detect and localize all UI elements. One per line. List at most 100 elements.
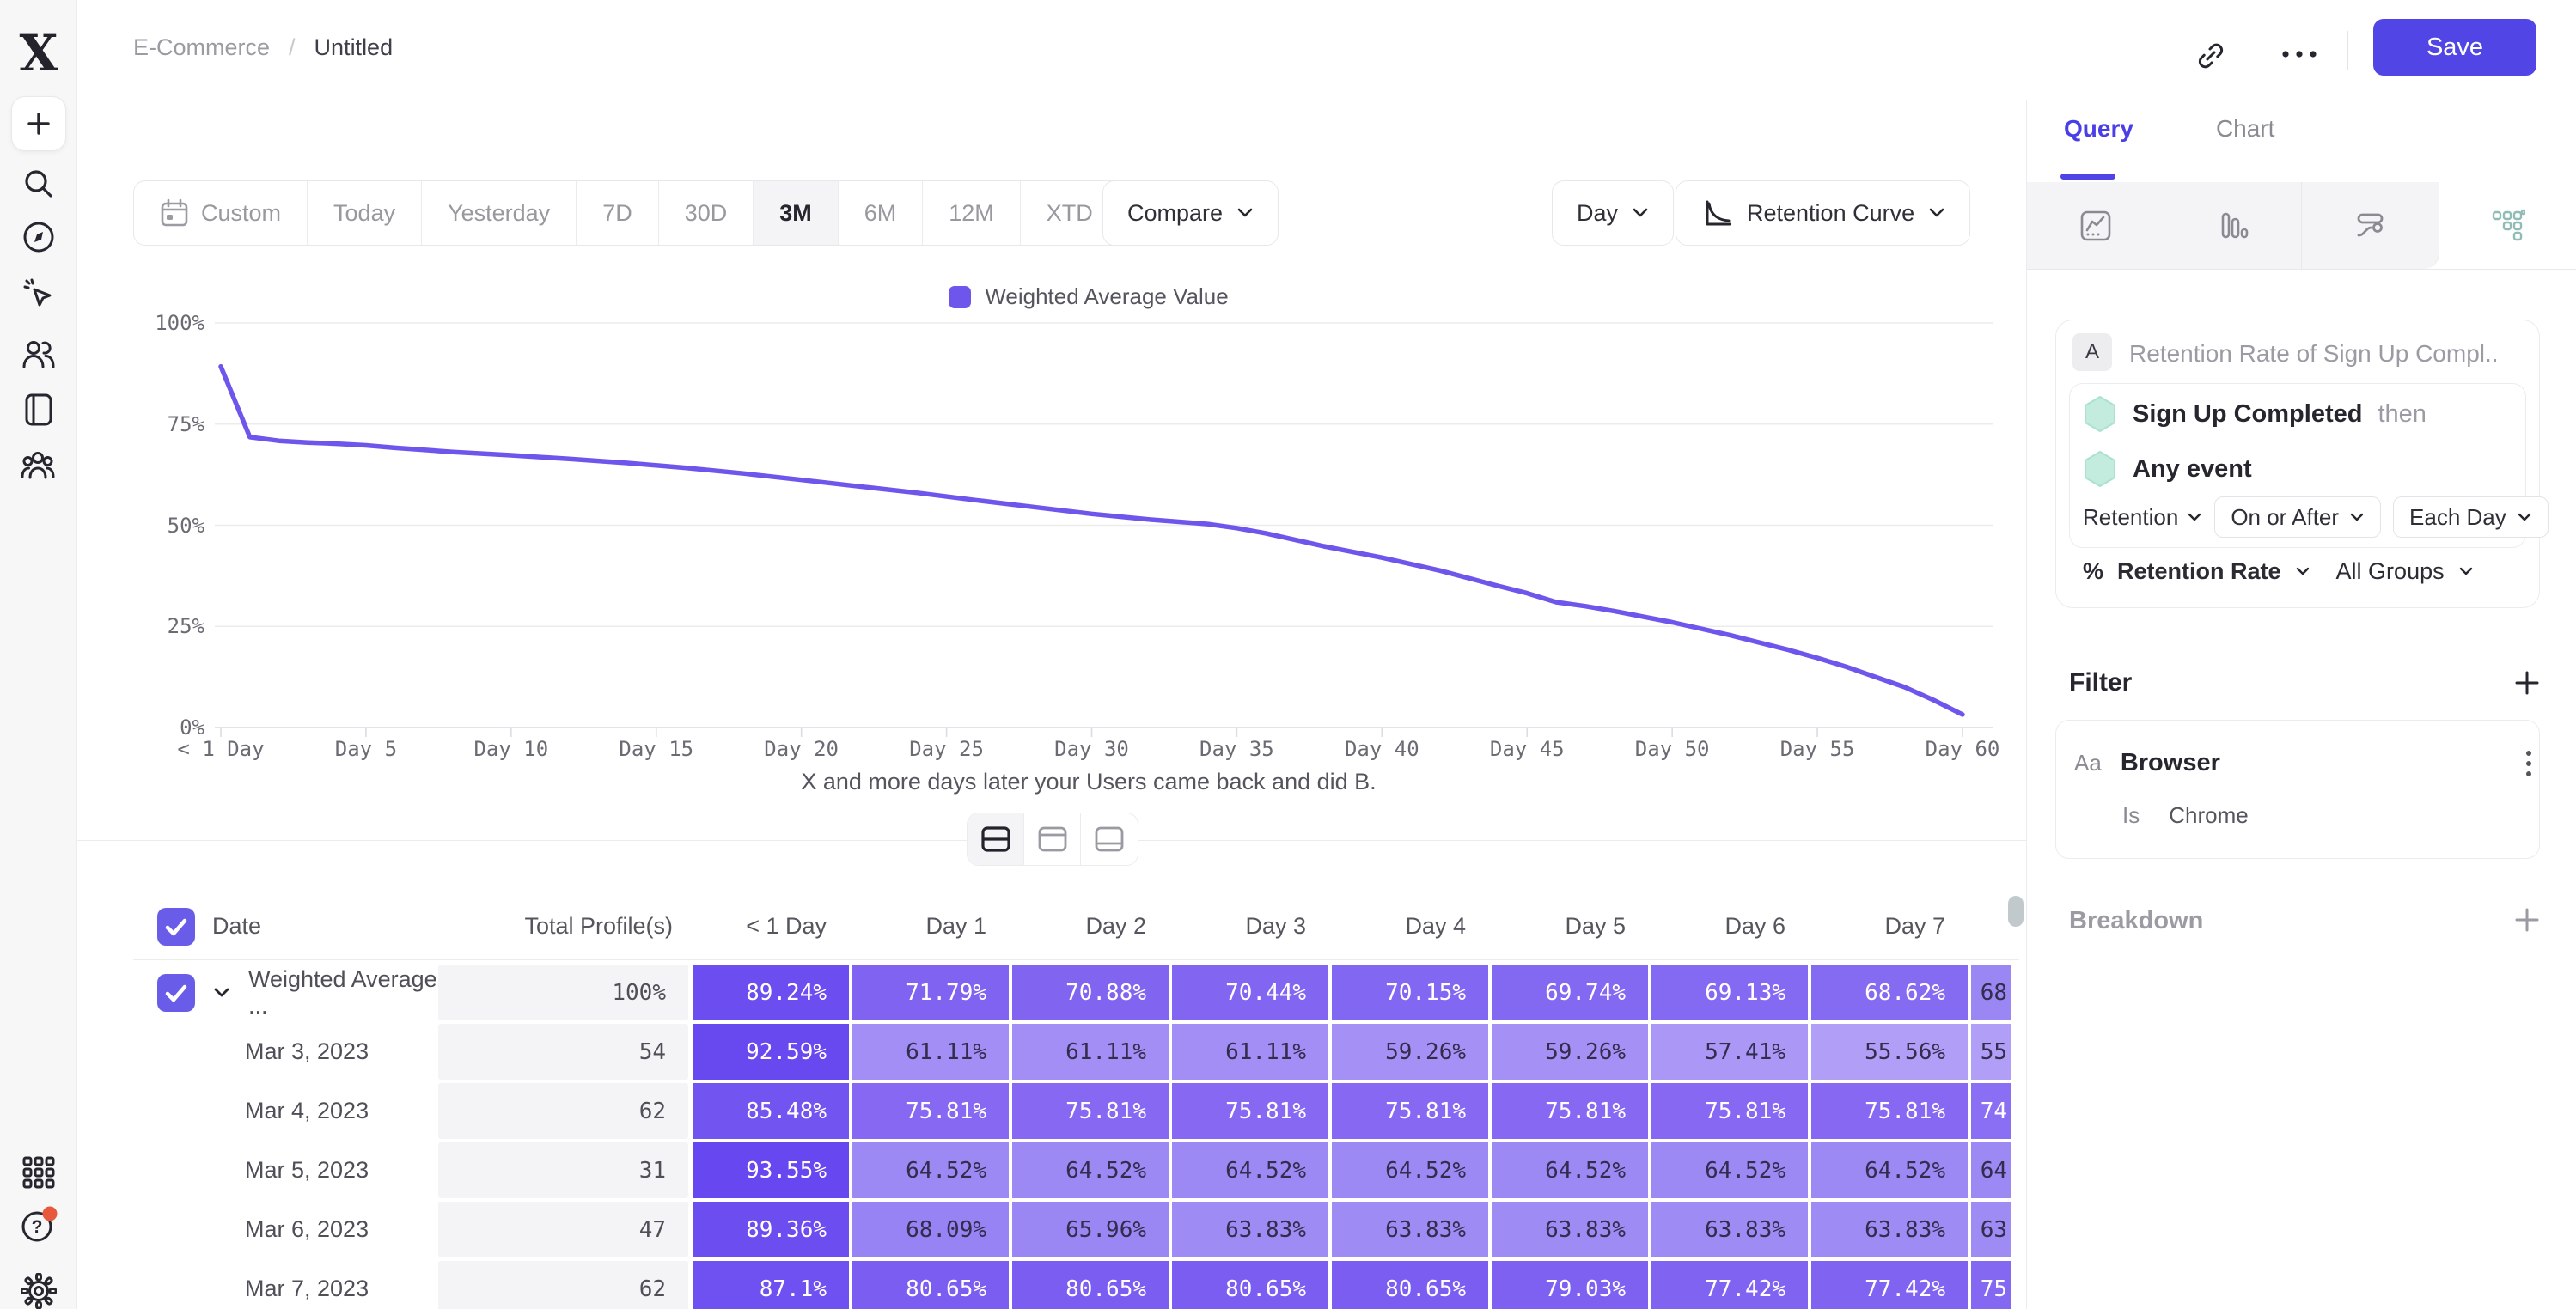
expand-row-button[interactable] [212, 986, 231, 1000]
save-button[interactable]: Save [2373, 19, 2536, 76]
tab-query[interactable]: Query [2064, 115, 2133, 142]
granularity-dropdown[interactable]: Day [1552, 180, 1675, 246]
range-7d[interactable]: 7D [577, 181, 659, 245]
retention-cell[interactable]: 64 [1971, 1142, 2011, 1198]
row-checkbox[interactable] [157, 973, 195, 1012]
range-today[interactable]: Today [308, 181, 423, 245]
sidebar-item-explore[interactable] [0, 220, 77, 254]
new-report-button[interactable] [11, 96, 66, 151]
retention-cell[interactable]: 63.83% [1332, 1202, 1488, 1257]
retention-cell[interactable]: 57.41% [1651, 1024, 1808, 1080]
retention-cell[interactable]: 93.55% [693, 1142, 849, 1198]
chart-type-bar[interactable] [2164, 182, 2302, 269]
retention-cell[interactable]: 68.09% [852, 1202, 1009, 1257]
range-6m[interactable]: 6M [839, 181, 924, 245]
retention-cell[interactable]: 59.26% [1492, 1024, 1648, 1080]
retention-cell[interactable]: 89.24% [693, 965, 849, 1020]
toggle-chart-view[interactable] [1024, 813, 1081, 865]
measure-dropdown[interactable]: Retention Rate [2117, 558, 2281, 584]
retention-cell[interactable]: 68.62% [1811, 965, 1968, 1020]
filter-condition-row[interactable]: Is Chrome [2122, 802, 2249, 829]
retention-cell[interactable]: 80.65% [1172, 1261, 1328, 1309]
toggle-split-view[interactable] [968, 813, 1024, 865]
groups-dropdown[interactable]: All Groups [2335, 558, 2445, 584]
each-day-dropdown[interactable]: Each Day [2393, 496, 2549, 538]
retention-cell[interactable]: 63.83% [1811, 1202, 1968, 1257]
retention-cell[interactable]: 61.11% [852, 1024, 1009, 1080]
sidebar-item-search[interactable] [0, 167, 77, 201]
sidebar-item-users[interactable] [0, 337, 77, 371]
range-custom[interactable]: Custom [134, 181, 308, 245]
retention-cell[interactable]: 74 [1971, 1083, 2011, 1139]
sidebar-item-help[interactable]: ? [0, 1206, 77, 1245]
retention-cell[interactable]: 75.81% [1492, 1083, 1648, 1139]
retention-cell[interactable]: 64.52% [852, 1142, 1009, 1198]
app-logo[interactable]: X [0, 21, 77, 82]
toggle-table-view[interactable] [1081, 813, 1138, 865]
retention-cell[interactable]: 61.11% [1012, 1024, 1169, 1080]
retention-cell[interactable]: 64.52% [1811, 1142, 1968, 1198]
retention-cell[interactable]: 75 [1971, 1261, 2011, 1309]
retention-cell[interactable]: 64.52% [1012, 1142, 1169, 1198]
retention-cell[interactable]: 79.03% [1492, 1261, 1648, 1309]
chart-type-retention[interactable] [2439, 182, 2576, 269]
sidebar-item-apps[interactable] [0, 1155, 77, 1190]
more-options-button[interactable] [2277, 41, 2322, 67]
series-title[interactable]: Retention Rate of Sign Up Compl... [2129, 340, 2499, 367]
add-filter-button[interactable] [2511, 667, 2543, 699]
retention-cell[interactable]: 63 [1971, 1202, 2011, 1257]
retention-cell[interactable]: 75.81% [852, 1083, 1009, 1139]
range-yesterday[interactable]: Yesterday [422, 181, 577, 245]
retention-mode-dropdown[interactable]: Retention [2083, 504, 2202, 531]
first-event-row[interactable]: Sign Up Completed then [2083, 395, 2426, 433]
return-event-row[interactable]: Any event [2083, 450, 2252, 488]
range-30d[interactable]: 30D [659, 181, 754, 245]
retention-cell[interactable]: 65.96% [1012, 1202, 1169, 1257]
scrollbar-thumb[interactable] [2008, 896, 2024, 927]
retention-cell[interactable]: 70.15% [1332, 965, 1488, 1020]
sidebar-item-cohorts[interactable] [0, 448, 77, 483]
sidebar-item-settings[interactable] [0, 1273, 77, 1309]
select-all-checkbox[interactable] [157, 907, 195, 946]
chart-type-flow[interactable] [2302, 182, 2439, 269]
retention-cell[interactable]: 92.59% [693, 1024, 849, 1080]
add-breakdown-button[interactable] [2511, 904, 2543, 936]
sidebar-item-notebooks[interactable] [0, 392, 77, 428]
retention-cell[interactable]: 63.83% [1651, 1202, 1808, 1257]
breadcrumb-parent[interactable]: E-Commerce [133, 34, 271, 60]
share-link-button[interactable] [2193, 38, 2229, 74]
tab-chart[interactable]: Chart [2215, 115, 2275, 142]
retention-cell[interactable]: 69.74% [1492, 965, 1648, 1020]
retention-cell[interactable]: 77.42% [1651, 1261, 1808, 1309]
retention-cell[interactable]: 64.52% [1332, 1142, 1488, 1198]
chart-type-insights[interactable] [2027, 182, 2164, 269]
compare-button[interactable]: Compare [1102, 180, 1279, 246]
retention-cell[interactable]: 64.52% [1492, 1142, 1648, 1198]
retention-cell[interactable]: 68 [1971, 965, 2011, 1020]
retention-cell[interactable]: 70.44% [1172, 965, 1328, 1020]
breadcrumb-current[interactable]: Untitled [314, 34, 394, 60]
chart-type-dropdown[interactable]: Retention Curve [1676, 180, 1971, 246]
retention-cell[interactable]: 75.81% [1811, 1083, 1968, 1139]
retention-cell[interactable]: 87.1% [693, 1261, 849, 1309]
retention-cell[interactable]: 55 [1971, 1024, 2011, 1080]
retention-cell[interactable]: 75.81% [1172, 1083, 1328, 1139]
range-12m[interactable]: 12M [923, 181, 1021, 245]
retention-cell[interactable]: 89.36% [693, 1202, 849, 1257]
retention-cell[interactable]: 77.42% [1811, 1261, 1968, 1309]
retention-cell[interactable]: 85.48% [693, 1083, 849, 1139]
chevron-down-icon[interactable] [212, 986, 231, 1000]
filter-menu-button[interactable] [2516, 746, 2542, 783]
retention-cell[interactable]: 59.26% [1332, 1024, 1488, 1080]
range-xtd[interactable]: XTD [1021, 181, 1148, 245]
retention-cell[interactable]: 80.65% [852, 1261, 1009, 1309]
retention-cell[interactable]: 61.11% [1172, 1024, 1328, 1080]
retention-cell[interactable]: 63.83% [1172, 1202, 1328, 1257]
retention-cell[interactable]: 63.83% [1492, 1202, 1648, 1257]
retention-cell[interactable]: 75.81% [1012, 1083, 1169, 1139]
filter-property-row[interactable]: Aa Browser [2074, 749, 2220, 777]
retention-cell[interactable]: 80.65% [1012, 1261, 1169, 1309]
retention-cell[interactable]: 55.56% [1811, 1024, 1968, 1080]
retention-cell[interactable]: 64.52% [1651, 1142, 1808, 1198]
retention-cell[interactable]: 80.65% [1332, 1261, 1488, 1309]
